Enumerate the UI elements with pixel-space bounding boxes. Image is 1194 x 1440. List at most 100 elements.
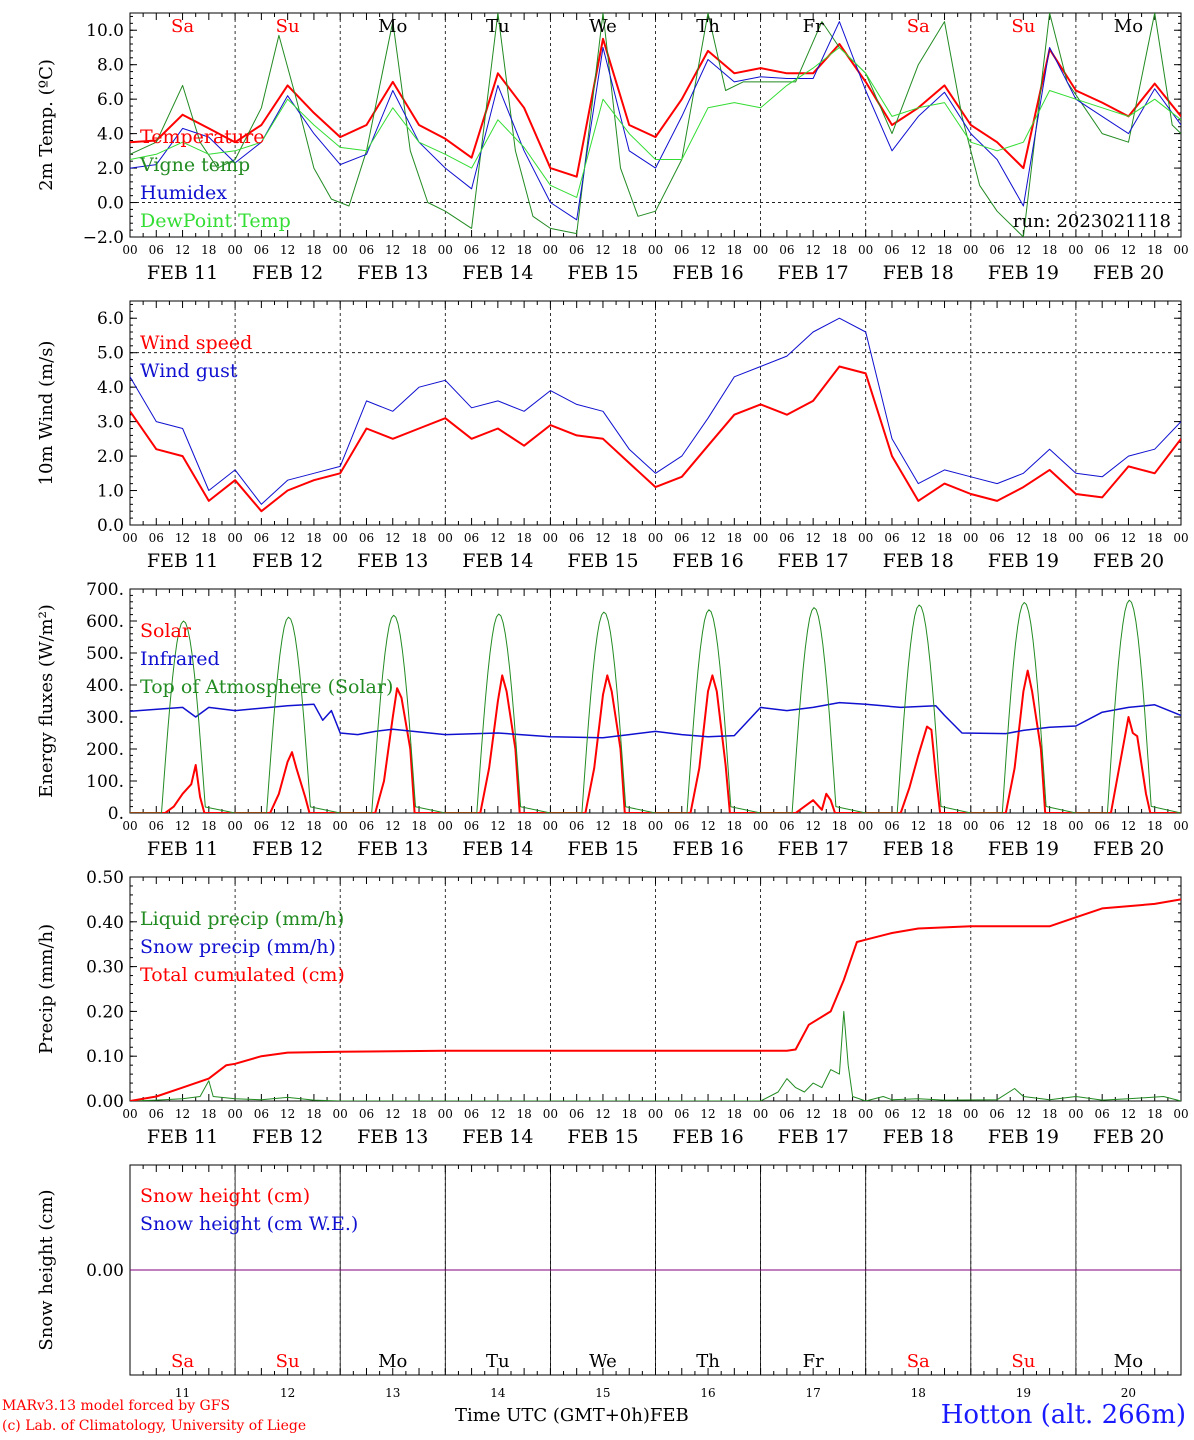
day-number-label: 16 [700,1386,715,1400]
date-label: FEB 11 [147,838,218,860]
day-number-label: 14 [490,1386,506,1400]
hour-tick-label: 00 [1068,243,1083,257]
hour-tick-label: 18 [411,819,426,833]
legend-entry: Humidex [140,182,227,204]
y-tick-label: 8.0 [97,56,124,76]
hour-tick-label: 00 [122,819,137,833]
panel-snow: 0.00 Snow height (cm) Snow height (cm) Snow… [36,1164,1182,1400]
hour-tick-label: 00 [543,243,558,257]
hour-tick-label: 18 [306,243,321,257]
date-label: FEB 15 [567,550,638,572]
legend-entry: Snow precip (mm/h) [140,936,336,958]
weekday-label: Su [1011,16,1035,37]
legend-entry: Solar [140,620,192,642]
date-label: FEB 18 [883,1126,954,1148]
hour-tick-label: 00 [1173,531,1188,545]
hour-tick-label: 00 [333,531,348,545]
hour-tick-label: 06 [884,243,899,257]
legend-entry: Top of Atmosphere (Solar) [140,676,393,698]
hour-tick-label: 06 [779,1107,794,1121]
hour-tick-label: 12 [280,531,295,545]
hour-tick-label: 12 [1016,243,1031,257]
hour-tick-label: 12 [385,819,400,833]
hour-tick-label: 18 [727,819,742,833]
date-label: FEB 16 [672,1126,743,1148]
hour-tick-label: 12 [490,531,505,545]
y-tick-label: 4.0 [97,378,124,398]
hour-tick-label: 12 [1016,819,1031,833]
hour-tick-label: 00 [753,1107,768,1121]
hour-tick-label: 00 [333,819,348,833]
y-axis-label: 10m Wind (m/s) [36,341,57,486]
hour-tick-label: 18 [832,1107,847,1121]
weekday-label: Fr [803,1351,824,1372]
hour-tick-label: 06 [569,1107,584,1121]
hour-tick-label: 12 [1121,1107,1136,1121]
hour-tick-label: 18 [306,819,321,833]
hour-tick-label: 18 [1042,531,1057,545]
time-unit-label: Time UTC (GMT+0h) [455,1405,650,1426]
y-tick-label: 1.0 [97,482,124,502]
hour-tick-label: 00 [858,819,873,833]
hour-tick-label: 00 [333,1107,348,1121]
date-label: FEB 13 [357,262,428,284]
date-label: FEB 11 [147,1126,218,1148]
hour-tick-label: 18 [727,1107,742,1121]
hour-tick-label: 18 [306,531,321,545]
hour-tick-label: 00 [963,243,978,257]
hour-tick-label: 18 [622,1107,637,1121]
hour-tick-label: 00 [438,243,453,257]
legend-entry: DewPoint Temp [140,210,291,232]
hour-tick-label: 18 [937,243,952,257]
series-line [130,898,1181,1101]
hour-tick-label: 00 [648,1107,663,1121]
y-tick-label: 100. [86,772,124,792]
panel-wind: 0.0 1.0 2.0 3.0 4.0 5.0 6.0 10m Wind (m/s) Wind … [36,300,1189,572]
date-label: FEB 12 [252,1126,323,1148]
hour-tick-label: 00 [438,819,453,833]
hour-tick-label: 00 [227,1107,242,1121]
hour-tick-label: 12 [911,531,926,545]
date-label: FEB 16 [672,838,743,860]
hour-tick-label: 12 [595,819,610,833]
hour-tick-label: 18 [1042,243,1057,257]
hour-tick-label: 18 [516,531,531,545]
hour-tick-label: 00 [1173,1107,1188,1121]
panel-flux: 0. 100. 200. 300. 400. 500. 600. 700. Energy flu… [36,580,1189,860]
series-line [130,365,1181,513]
weekday-label: Th [696,16,720,37]
y-tick-label: −2.0 [83,228,124,248]
hour-tick-label: 00 [858,243,873,257]
date-label: FEB 19 [988,262,1059,284]
hour-tick-label: 18 [1042,819,1057,833]
day-number-label: 12 [280,1386,295,1400]
hour-tick-label: 06 [359,1107,374,1121]
hour-tick-label: 00 [227,819,242,833]
hour-tick-label: 18 [306,1107,321,1121]
hour-tick-label: 00 [963,1107,978,1121]
hour-tick-label: 12 [700,819,715,833]
day-number-label: 11 [175,1386,190,1400]
hour-tick-label: 00 [543,531,558,545]
date-label: FEB 15 [567,838,638,860]
hour-tick-label: 12 [490,243,505,257]
lab-credit: (c) Lab. of Climatology, University of L… [2,1418,307,1434]
date-label: FEB 17 [778,1126,849,1148]
series-line [130,1010,1181,1101]
hour-tick-label: 12 [806,243,821,257]
hour-tick-label: 18 [411,1107,426,1121]
hour-tick-label: 12 [911,243,926,257]
hour-tick-label: 12 [595,1107,610,1121]
day-number-label: 15 [595,1386,610,1400]
hour-tick-label: 00 [858,1107,873,1121]
hour-tick-label: 06 [464,243,479,257]
hour-tick-label: 06 [254,531,269,545]
hour-tick-label: 18 [201,819,216,833]
hour-tick-label: 06 [149,819,164,833]
y-tick-label: 400. [86,676,124,696]
hour-tick-label: 00 [122,243,137,257]
hour-tick-label: 00 [543,819,558,833]
hour-tick-label: 00 [858,531,873,545]
weekday-label: Sa [171,1351,194,1372]
hour-tick-label: 06 [989,1107,1004,1121]
